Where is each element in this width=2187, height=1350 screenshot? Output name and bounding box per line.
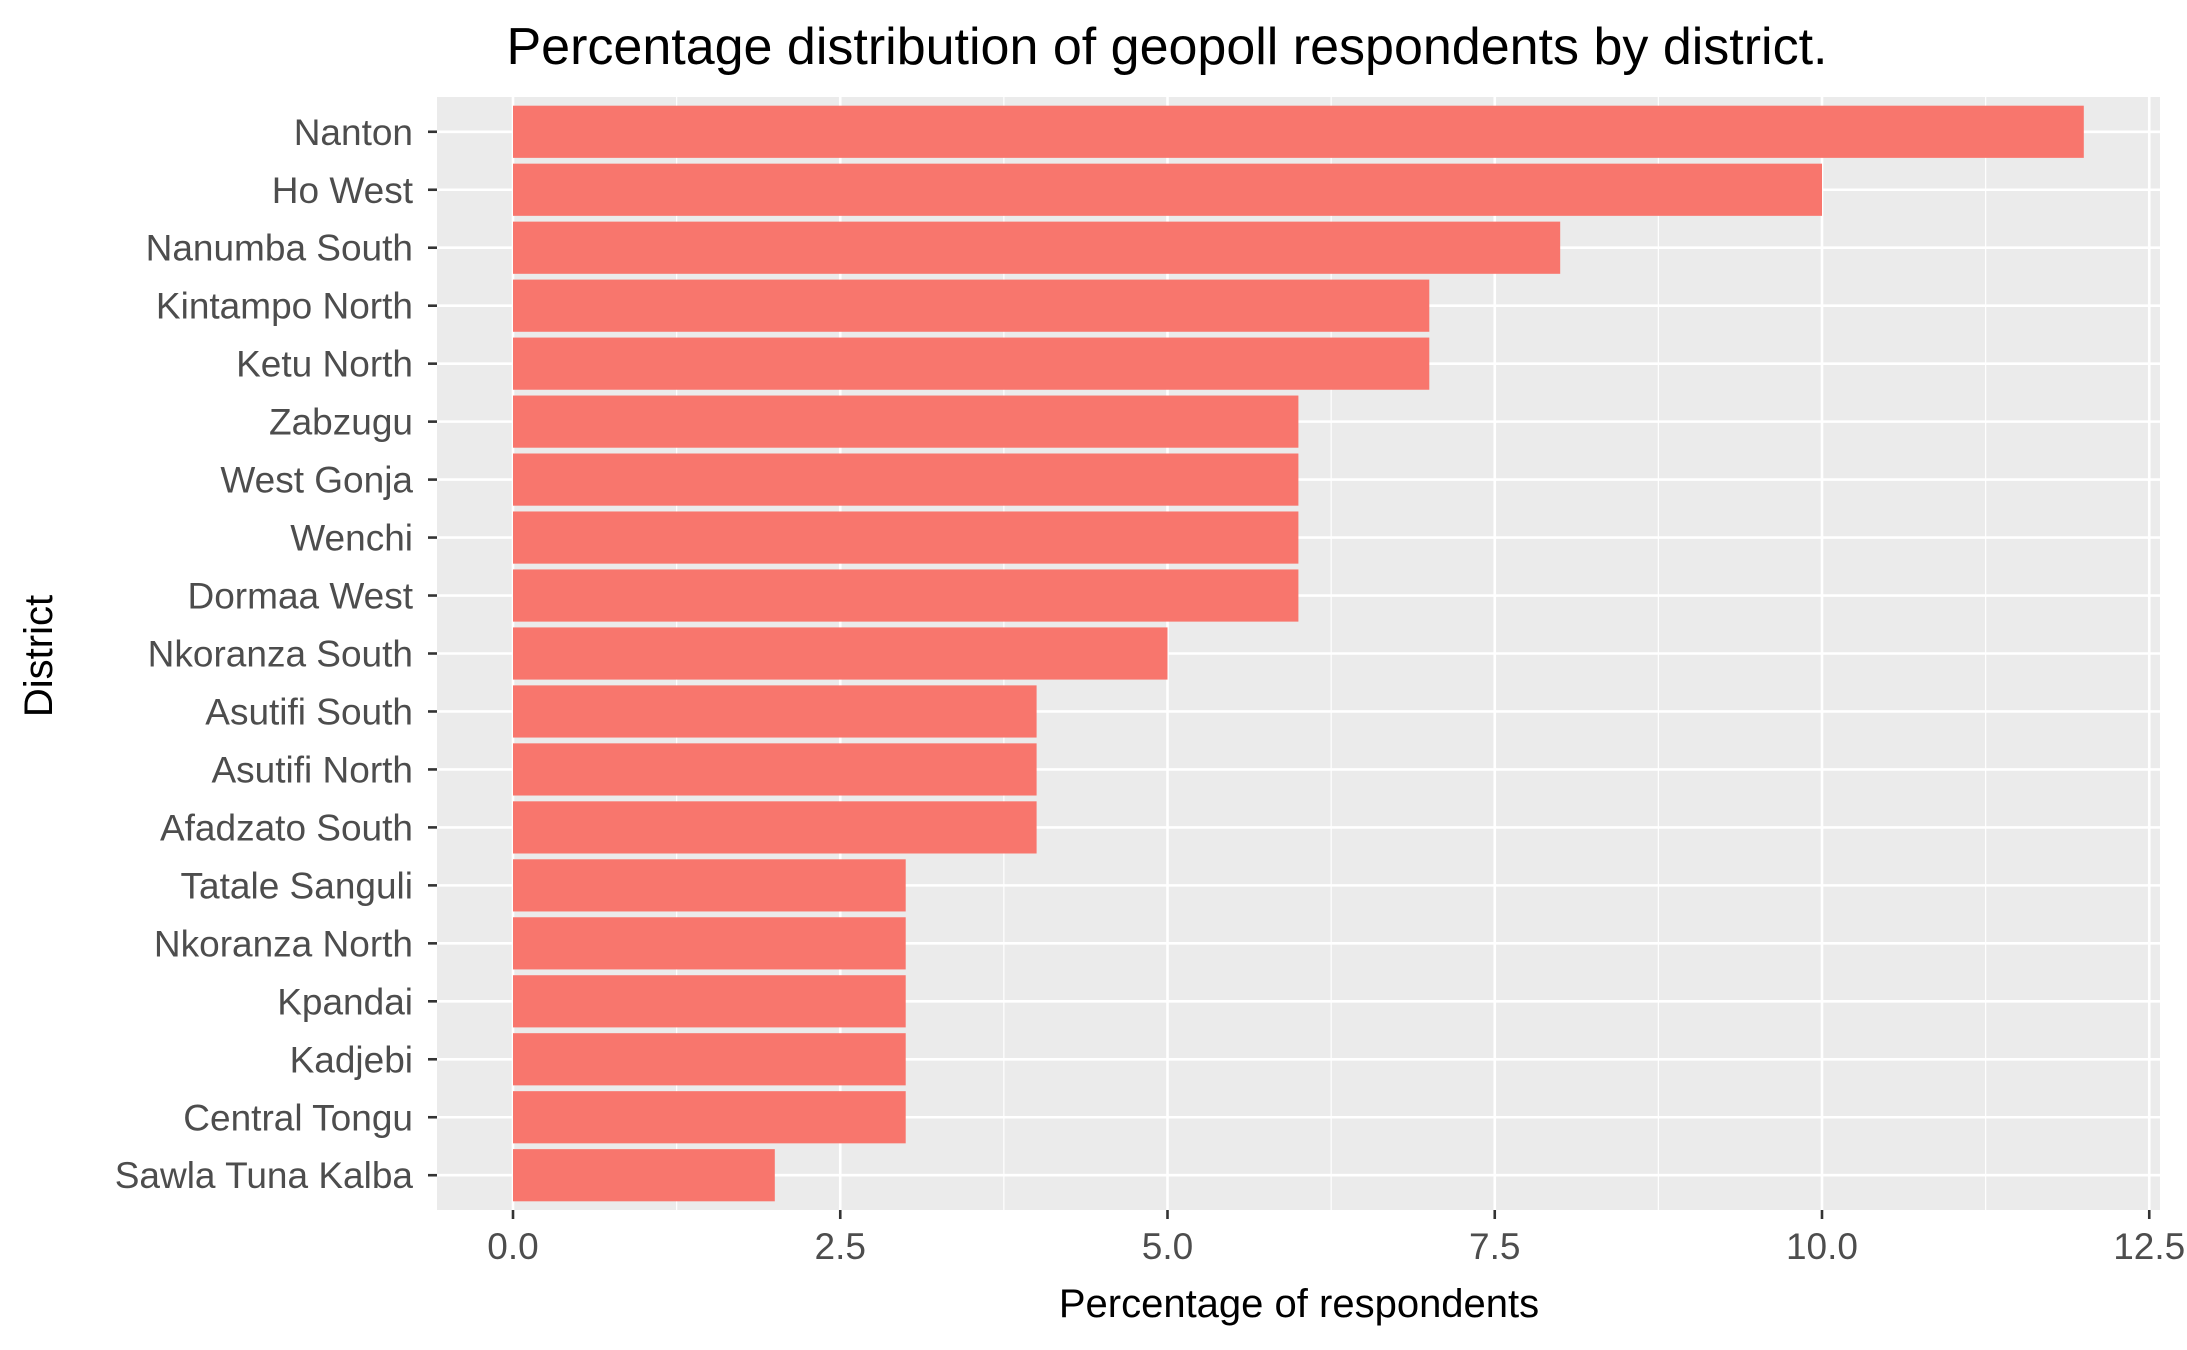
- bar: [513, 221, 1561, 274]
- bar: [513, 975, 906, 1028]
- x-tick-label: 12.5: [2113, 1226, 2185, 1267]
- y-tick-label: Kadjebi: [290, 1039, 413, 1080]
- bar: [513, 453, 1299, 506]
- y-tick-label: Sawla Tuna Kalba: [115, 1155, 414, 1196]
- y-tick-label: Ho West: [272, 170, 414, 211]
- bar: [513, 917, 906, 970]
- y-tick-label: Nkoranza North: [154, 923, 413, 964]
- bar: [513, 743, 1037, 796]
- x-tick-label: 5.0: [1142, 1226, 1193, 1267]
- y-axis: Nanton Ho West Nanumba South Kintampo North…: [115, 112, 437, 1196]
- bar: [513, 395, 1299, 448]
- y-tick-label: Tatale Sanguli: [181, 865, 413, 906]
- bars-group: [513, 105, 2084, 1202]
- y-tick-label: Kintampo North: [156, 286, 413, 327]
- x-tick-label: 0.0: [487, 1226, 538, 1267]
- y-tick-label: Wenchi: [290, 518, 413, 559]
- y-tick-label: Nkoranza South: [148, 634, 413, 675]
- x-axis: 0.0 2.5 5.0 7.5 10.0 12.5: [487, 1210, 2185, 1267]
- y-tick-label: Nanumba South: [146, 228, 413, 269]
- bar: [513, 337, 1430, 390]
- bar: [513, 859, 906, 912]
- chart-title: Percentage distribution of geopoll respo…: [507, 18, 1828, 76]
- x-tick-label: 7.5: [1469, 1226, 1520, 1267]
- x-tick-label: 2.5: [815, 1226, 866, 1267]
- y-tick-label: Ketu North: [236, 344, 413, 385]
- bar: [513, 801, 1037, 854]
- x-tick-label: 10.0: [1786, 1226, 1858, 1267]
- y-tick-label: Zabzugu: [269, 402, 413, 443]
- bar: [513, 1091, 906, 1144]
- y-tick-label: Asutifi South: [205, 691, 413, 732]
- y-tick-label: Afadzato South: [160, 807, 413, 848]
- x-axis-title: Percentage of respondents: [1059, 1282, 1539, 1326]
- y-tick-label: Dormaa West: [188, 576, 414, 617]
- bar: [513, 569, 1299, 622]
- bar: [513, 105, 2084, 158]
- bar: [513, 685, 1037, 738]
- bar: [513, 279, 1430, 332]
- y-tick-label: Central Tongu: [183, 1097, 413, 1138]
- bar: [513, 1033, 906, 1086]
- y-tick-label: Asutifi North: [211, 749, 413, 790]
- y-tick-label: Nanton: [294, 112, 413, 153]
- bar: [513, 1149, 775, 1202]
- y-axis-title: District: [17, 595, 61, 717]
- bar: [513, 627, 1168, 680]
- bar: [513, 163, 1822, 216]
- y-tick-label: West Gonja: [220, 460, 413, 501]
- bar: [513, 511, 1299, 564]
- y-tick-label: Kpandai: [277, 981, 413, 1022]
